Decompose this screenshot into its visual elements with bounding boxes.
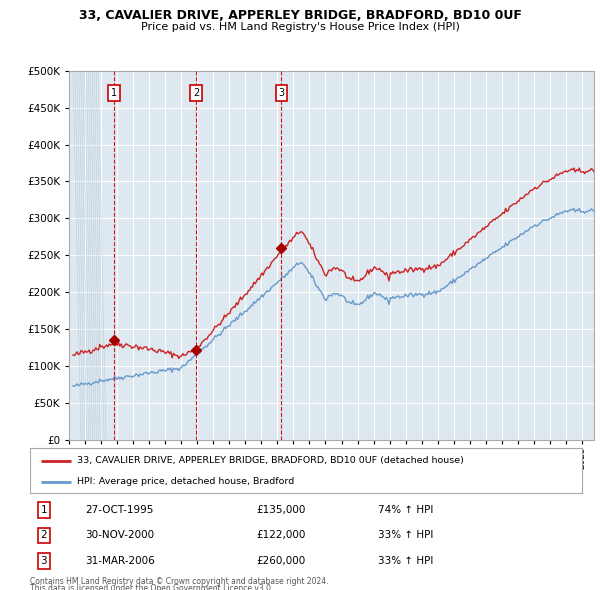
Text: £260,000: £260,000 [256, 556, 305, 566]
Text: 2: 2 [40, 530, 47, 540]
Text: 30-NOV-2000: 30-NOV-2000 [85, 530, 154, 540]
Text: 33, CAVALIER DRIVE, APPERLEY BRIDGE, BRADFORD, BD10 0UF (detached house): 33, CAVALIER DRIVE, APPERLEY BRIDGE, BRA… [77, 456, 464, 466]
Text: This data is licensed under the Open Government Licence v3.0.: This data is licensed under the Open Gov… [30, 584, 274, 590]
Text: £135,000: £135,000 [256, 505, 305, 515]
Text: 1: 1 [40, 505, 47, 515]
Text: 74% ↑ HPI: 74% ↑ HPI [378, 505, 433, 515]
Text: 1: 1 [111, 88, 117, 98]
Text: Price paid vs. HM Land Registry's House Price Index (HPI): Price paid vs. HM Land Registry's House … [140, 22, 460, 32]
Text: 3: 3 [278, 88, 284, 98]
Text: 31-MAR-2006: 31-MAR-2006 [85, 556, 155, 566]
Text: 33% ↑ HPI: 33% ↑ HPI [378, 556, 433, 566]
Text: £122,000: £122,000 [256, 530, 305, 540]
Text: 33, CAVALIER DRIVE, APPERLEY BRIDGE, BRADFORD, BD10 0UF: 33, CAVALIER DRIVE, APPERLEY BRIDGE, BRA… [79, 9, 521, 22]
Text: HPI: Average price, detached house, Bradford: HPI: Average price, detached house, Brad… [77, 477, 294, 486]
Text: 27-OCT-1995: 27-OCT-1995 [85, 505, 154, 515]
Text: 3: 3 [40, 556, 47, 566]
Text: 2: 2 [193, 88, 199, 98]
Text: 33% ↑ HPI: 33% ↑ HPI [378, 530, 433, 540]
Text: Contains HM Land Registry data © Crown copyright and database right 2024.: Contains HM Land Registry data © Crown c… [30, 577, 329, 586]
